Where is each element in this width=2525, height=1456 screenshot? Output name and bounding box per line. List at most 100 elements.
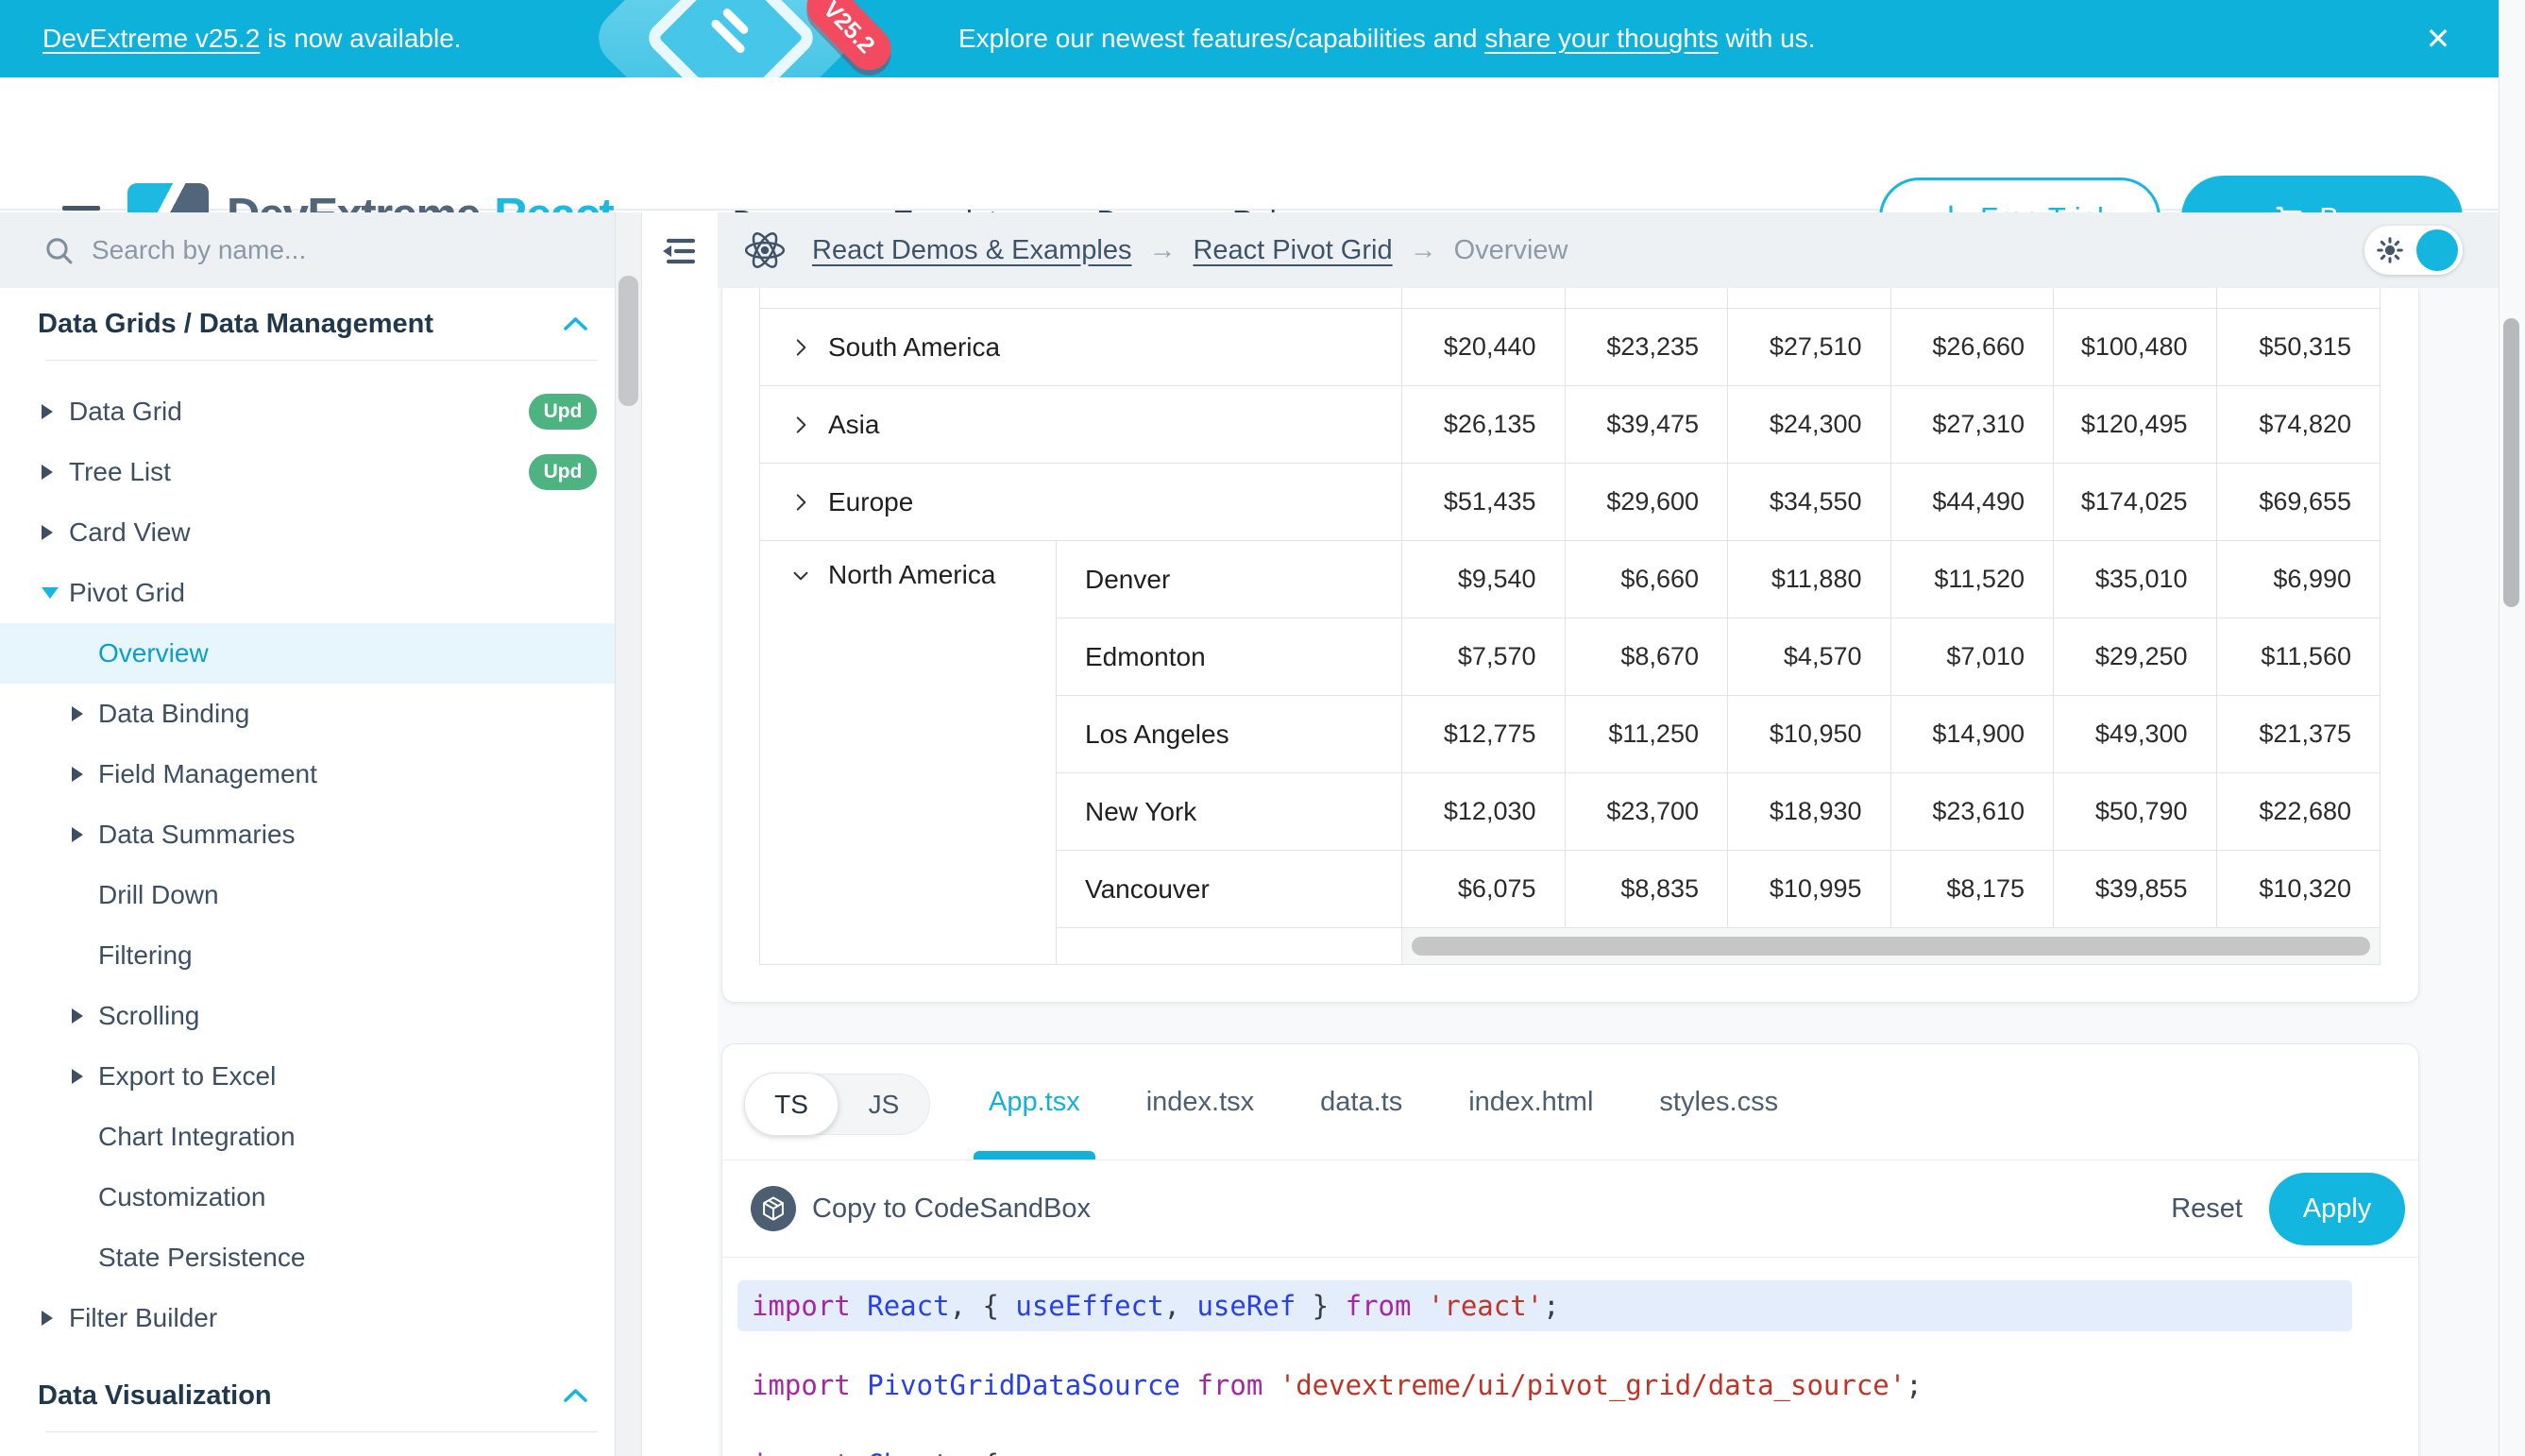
code-token: useEffect: [1015, 1290, 1164, 1322]
pivot-value-cell: $9,540: [1402, 541, 1566, 618]
pivot-city-new-york[interactable]: New York: [1057, 773, 1402, 851]
sidebar-item-label: Pivot Grid: [69, 578, 185, 607]
sidebar-item-overview[interactable]: Overview: [0, 623, 615, 684]
pivot-city-los-angeles[interactable]: Los Angeles: [1057, 696, 1402, 773]
sidebar-item-card-view[interactable]: Card View: [0, 502, 615, 563]
sidebar-item-scrolling[interactable]: Scrolling: [0, 986, 615, 1046]
sidebar-item-filtering[interactable]: Filtering: [0, 925, 615, 986]
chevron-right-icon: [796, 415, 806, 433]
sidebar-nav: Data Grids / Data Management Data Grid Upd…: [0, 288, 615, 1456]
sidebar-item-data-binding[interactable]: Data Binding: [0, 684, 615, 744]
sidebar-section-label: Data Visualization: [38, 1380, 272, 1411]
pivot-row-asia[interactable]: Asia: [760, 386, 1402, 464]
code-token: from: [1345, 1290, 1412, 1322]
sidebar-item-label: State Persistence: [98, 1243, 306, 1272]
sidebar-item-label: Customization: [98, 1182, 266, 1211]
language-option-js[interactable]: JS: [868, 1089, 900, 1119]
code-editor[interactable]: import React, { useEffect, useRef } from…: [722, 1258, 2418, 1456]
pivot-group-north-america[interactable]: North America: [760, 541, 1057, 964]
theme-toggle[interactable]: [2364, 226, 2463, 275]
chevron-right-icon: [796, 338, 806, 356]
collapse-sidebar-icon[interactable]: [659, 231, 701, 273]
updated-badge: Upd: [529, 394, 597, 430]
spacer: [0, 1432, 615, 1453]
pivot-value-cell: $12,775: [1402, 696, 1566, 773]
pivot-horizontal-scrollbar: [1402, 928, 2380, 964]
sidebar-item-chart-integration[interactable]: Chart Integration: [0, 1107, 615, 1167]
reset-button[interactable]: Reset: [2171, 1193, 2243, 1224]
pivot-value-cell: [1565, 288, 1728, 309]
pivot-partial-row: [760, 288, 1402, 309]
pivot-value-cell: $26,660: [1890, 309, 2054, 386]
spacer: [0, 1348, 615, 1360]
code-token: 'devextreme/ui/pivot_grid/data_source': [1279, 1369, 1906, 1401]
version-link[interactable]: DevExtreme v25.2: [42, 24, 261, 53]
apply-button[interactable]: Apply: [2269, 1172, 2405, 1245]
search-input[interactable]: [92, 235, 545, 265]
sidebar-item-state-persistence[interactable]: State Persistence: [0, 1227, 615, 1288]
sidebar-section-data-grids-data-management[interactable]: Data Grids / Data Management: [0, 288, 615, 360]
sidebar-item-tree-list[interactable]: Tree List Upd: [0, 442, 615, 502]
sidebar-section-data-visualization[interactable]: Data Visualization: [0, 1360, 615, 1431]
pivot-city-denver[interactable]: Denver: [1057, 541, 1402, 618]
sidebar-search: [0, 212, 615, 288]
code-token: ;: [1906, 1369, 1923, 1401]
sidebar-item-drill-down[interactable]: Drill Down: [0, 865, 615, 925]
react-icon: [744, 232, 786, 268]
tab-index-tsx[interactable]: index.tsx: [1145, 1086, 1255, 1117]
pivot-value-cell: $11,560: [2216, 618, 2380, 696]
sidebar-section-label: Data Grids / Data Management: [38, 308, 433, 339]
announcement-text: DevExtreme v25.2 is now available.: [42, 24, 462, 53]
chevron-down-icon: [793, 571, 808, 581]
pivot-row-label: South America: [828, 331, 1001, 362]
theme-toggle-knob: [2416, 229, 2458, 271]
sidebar-item-filter-builder[interactable]: Filter Builder: [0, 1288, 615, 1348]
pivot-value-cell: $11,250: [1565, 696, 1728, 773]
language-toggle[interactable]: JS TS: [744, 1073, 930, 1136]
pivot-value-cell: $27,310: [1890, 386, 2054, 464]
pivot-value-cell: [2054, 288, 2217, 309]
breadcrumb-item[interactable]: React Demos & Examples: [812, 234, 1132, 265]
pivot-value-cell: $8,835: [1565, 851, 1728, 928]
code-token: 'react': [1427, 1290, 1544, 1322]
tab-styles-css[interactable]: styles.css: [1659, 1086, 1779, 1117]
pivot-city-vancouver[interactable]: Vancouver: [1057, 851, 1402, 928]
sidebar-item-pivot-grid[interactable]: Pivot Grid: [0, 563, 615, 623]
pivot-value-cell: $10,995: [1728, 851, 1891, 928]
pivot-row-south-america[interactable]: South America: [760, 309, 1402, 386]
announcement-banner: DevExtreme v25.2 is now available. V25.2…: [0, 0, 2499, 77]
close-icon[interactable]: ✕: [2425, 22, 2451, 56]
sidebar-item-customization[interactable]: Customization: [0, 1167, 615, 1227]
code-token: [1262, 1369, 1279, 1401]
copy-to-codesandbox-label[interactable]: Copy to CodeSandBox: [812, 1193, 1092, 1224]
pivot-value-cell: $4,570: [1728, 618, 1891, 696]
breadcrumb-item[interactable]: React Pivot Grid: [1193, 234, 1393, 265]
tab-index-html[interactable]: index.html: [1468, 1086, 1594, 1117]
pivot-value-cell: $8,670: [1565, 618, 1728, 696]
share-thoughts-link[interactable]: share your thoughts: [1484, 24, 1719, 53]
pivot-horizontal-scrollbar-thumb[interactable]: [1412, 937, 2370, 956]
breadcrumb-item: Overview: [1453, 234, 1568, 265]
pivot-row-europe[interactable]: Europe: [760, 464, 1402, 541]
pivot-value-cell: $69,655: [2216, 464, 2380, 541]
page-scrollbar-thumb[interactable]: [2503, 318, 2519, 607]
sidebar-item-field-management[interactable]: Field Management: [0, 744, 615, 804]
pivot-value-cell: $100,480: [2054, 309, 2217, 386]
sidebar-item-export-to-excel[interactable]: Export to Excel: [0, 1046, 615, 1107]
code-token: , {: [950, 1448, 999, 1456]
tab-app-tsx[interactable]: App.tsx: [974, 1044, 1095, 1160]
pivot-value-cell: [2216, 288, 2380, 309]
pivot-value-cell: $44,490: [1890, 464, 2054, 541]
codesandbox-icon[interactable]: [751, 1186, 796, 1231]
pivot-value-cell: $50,790: [2054, 773, 2217, 851]
pivot-value-cell: $11,520: [1890, 541, 2054, 618]
pivot-city-edmonton[interactable]: Edmonton: [1057, 618, 1402, 696]
pivot-value-cell: $18,930: [1728, 773, 1891, 851]
breadcrumb-separator: →: [1148, 234, 1177, 265]
tab-data-ts[interactable]: data.ts: [1320, 1086, 1403, 1117]
sidebar-item-data-summaries[interactable]: Data Summaries: [0, 804, 615, 865]
language-option-ts[interactable]: TS: [744, 1073, 839, 1136]
sidebar-item-data-grid[interactable]: Data Grid Upd: [0, 381, 615, 442]
sidebar-item-label: Drill Down: [98, 880, 219, 909]
sidebar-scrollbar-thumb[interactable]: [619, 276, 638, 406]
